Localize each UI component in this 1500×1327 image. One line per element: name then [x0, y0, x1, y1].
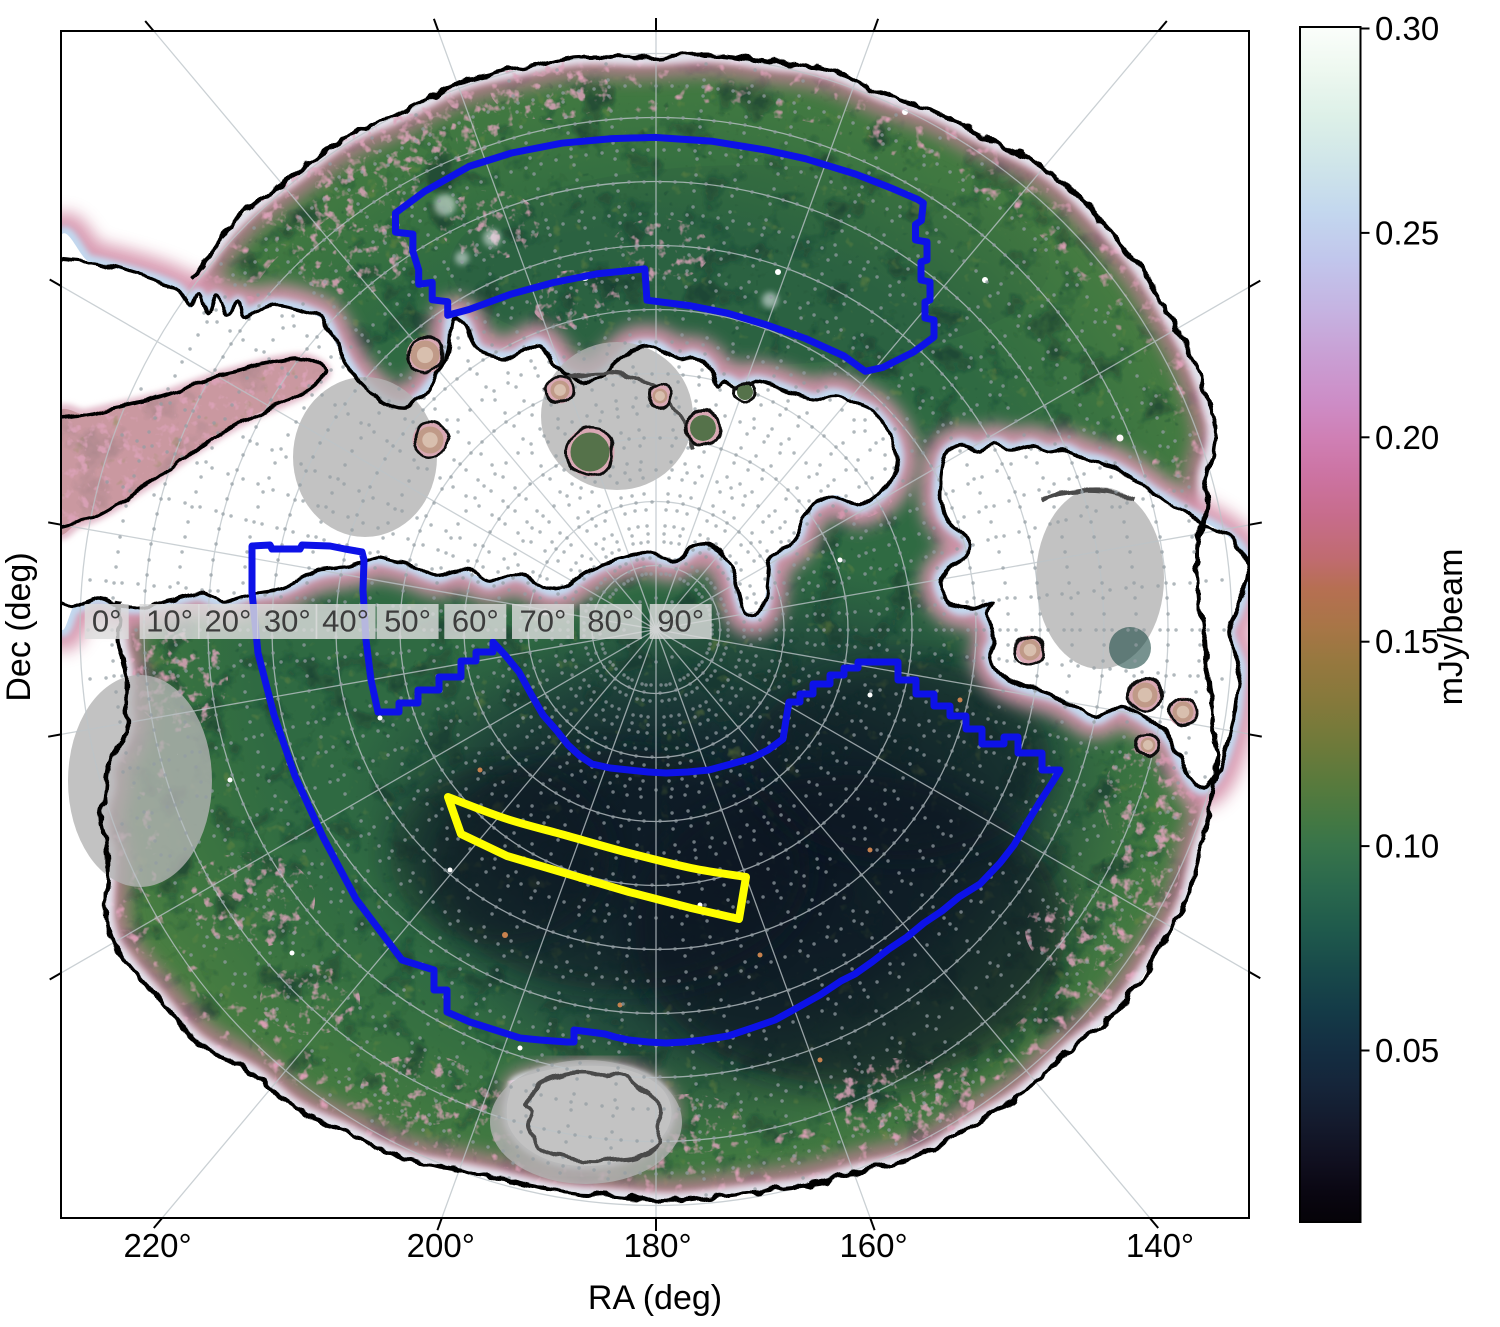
- svg-text:RA (deg): RA (deg): [588, 1279, 722, 1317]
- svg-text:0°: 0°: [92, 604, 122, 639]
- svg-text:10°: 10°: [146, 604, 193, 639]
- svg-text:0.30: 0.30: [1375, 10, 1439, 47]
- svg-text:50°: 50°: [384, 604, 431, 639]
- svg-text:80°: 80°: [587, 604, 634, 639]
- svg-text:180°: 180°: [623, 1227, 691, 1264]
- svg-text:70°: 70°: [520, 604, 567, 639]
- svg-text:30°: 30°: [264, 604, 311, 639]
- svg-text:Dec (deg): Dec (deg): [0, 552, 38, 701]
- svg-text:40°: 40°: [322, 604, 369, 639]
- svg-text:90°: 90°: [657, 604, 704, 639]
- svg-text:0.05: 0.05: [1375, 1032, 1439, 1069]
- svg-text:160°: 160°: [839, 1227, 907, 1264]
- svg-text:200°: 200°: [407, 1227, 475, 1264]
- svg-text:20°: 20°: [205, 604, 252, 639]
- svg-text:140°: 140°: [1126, 1227, 1194, 1264]
- svg-text:0.20: 0.20: [1375, 419, 1439, 456]
- svg-text:0.10: 0.10: [1375, 828, 1439, 865]
- svg-text:0.15: 0.15: [1375, 623, 1439, 660]
- svg-text:mJy/beam: mJy/beam: [1432, 549, 1470, 706]
- svg-text:220°: 220°: [123, 1227, 191, 1264]
- svg-text:60°: 60°: [452, 604, 499, 639]
- svg-text:0.25: 0.25: [1375, 214, 1439, 251]
